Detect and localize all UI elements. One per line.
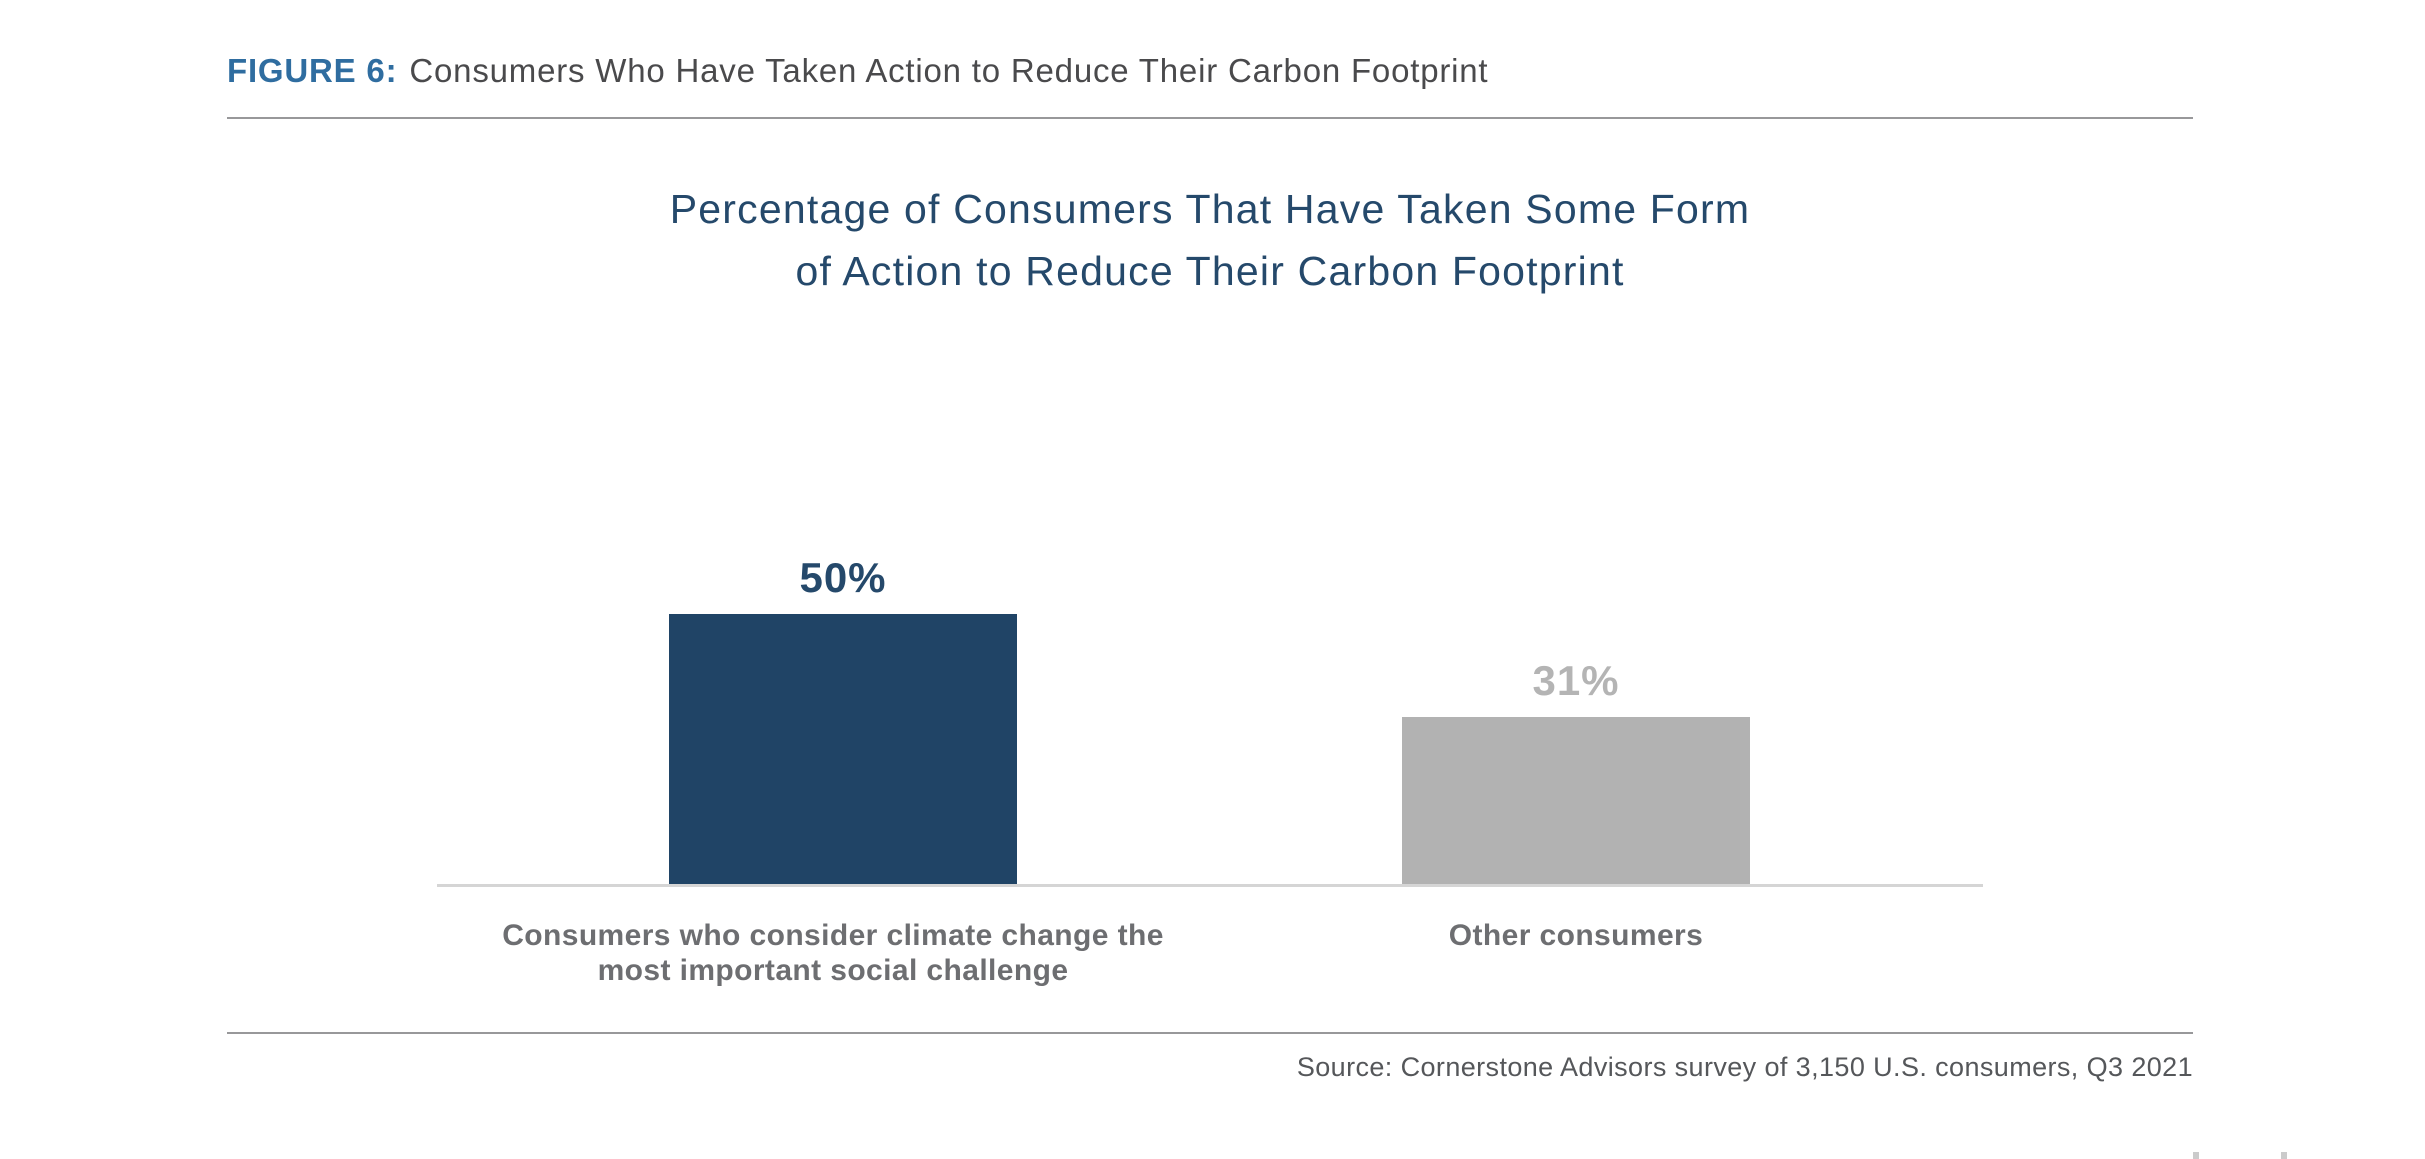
category-label-climate-line-1: Consumers who consider climate change th…	[502, 919, 1164, 952]
chart-title-line-1: Percentage of Consumers That Have Taken …	[669, 186, 1751, 232]
bottom-divider-rule	[227, 1032, 2193, 1034]
source-attribution: Source: Cornerstone Advisors survey of 3…	[1296, 1052, 2193, 1082]
figure-number-label: FIGURE 6:	[227, 52, 398, 89]
top-divider-rule	[227, 117, 2193, 119]
cutoff-ui-artifact	[2193, 1152, 2199, 1159]
figure-title: Consumers Who Have Taken Action to Reduc…	[409, 52, 1489, 89]
bar-value-label-other: 31%	[1532, 657, 1620, 704]
cutoff-ui-artifact	[2281, 1152, 2287, 1159]
bar-value-label-climate: 50%	[799, 554, 887, 601]
chart-title-line-2: of Action to Reduce Their Carbon Footpri…	[795, 248, 1625, 294]
chart-title: Percentage of Consumers That Have Taken …	[227, 178, 2193, 302]
x-axis-baseline	[437, 884, 1983, 887]
category-label-other-line-1: Other consumers	[1448, 919, 1704, 952]
category-label-climate-line-2: most important social challenge	[597, 954, 1069, 987]
bar-climate-consumers	[669, 614, 1017, 884]
figure-header: FIGURE 6: Consumers Who Have Taken Action…	[227, 52, 2193, 90]
category-label-climate: Consumers who consider climate change th…	[473, 918, 1193, 988]
bar-other-consumers	[1402, 717, 1750, 884]
category-label-other: Other consumers	[1326, 918, 1826, 953]
